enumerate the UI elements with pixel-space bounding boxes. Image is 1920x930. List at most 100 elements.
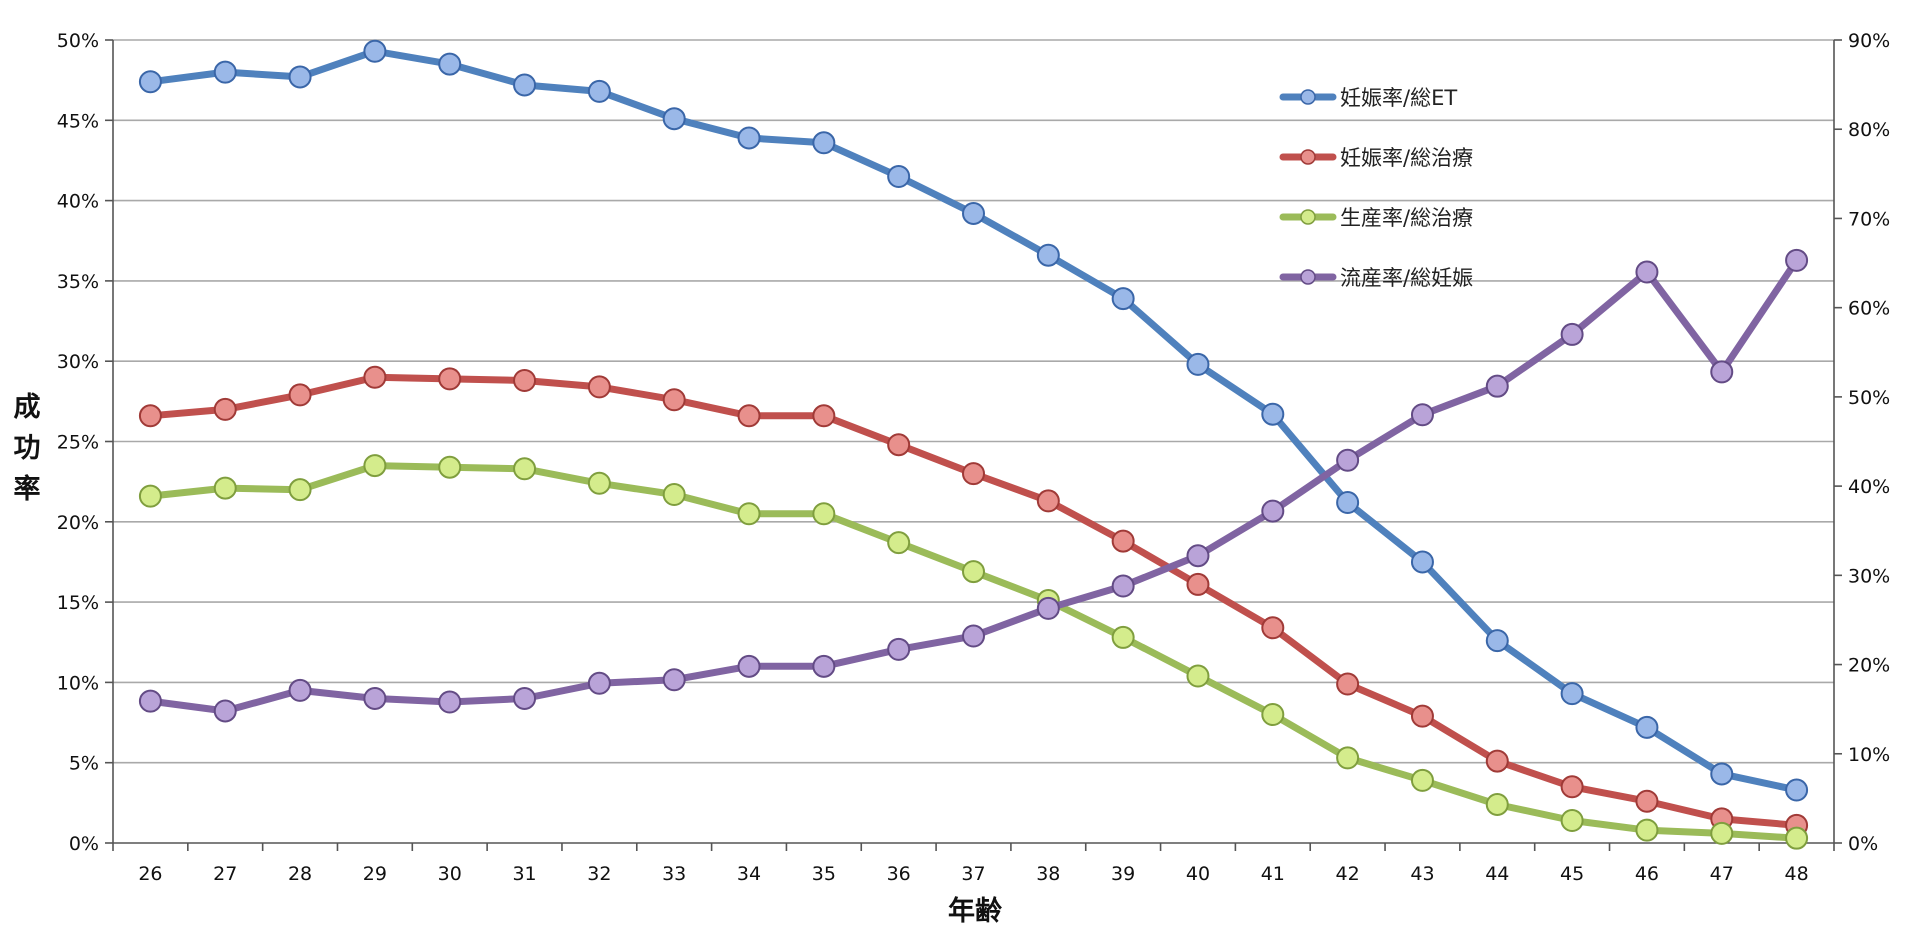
data-point (138, 689, 162, 713)
data-point (1186, 572, 1210, 596)
legend-swatch-marker (1300, 209, 1316, 225)
data-point (662, 668, 686, 692)
data-point (1485, 629, 1509, 653)
data-point (363, 454, 387, 478)
data-point (962, 462, 985, 486)
x-tick-label: 34 (737, 863, 761, 885)
legend-label: 妊娠率/総治療 (1340, 146, 1473, 170)
data-point (1485, 749, 1509, 773)
data-point (1036, 596, 1060, 620)
data-point (1036, 243, 1060, 267)
y-left-tick-label: 5% (69, 753, 99, 775)
data-point (1261, 703, 1285, 727)
y-left-tick-label: 50% (57, 30, 99, 52)
data-point (1635, 818, 1659, 842)
x-tick-label: 47 (1710, 863, 1734, 885)
data-point (812, 404, 836, 428)
data-point (812, 502, 836, 526)
y-left-tick-label: 30% (57, 351, 99, 373)
data-point (213, 699, 237, 723)
data-point (1036, 489, 1060, 513)
data-point (662, 482, 686, 506)
data-point (138, 484, 162, 508)
data-point (1261, 499, 1285, 523)
x-tick-label: 46 (1635, 863, 1659, 885)
x-tick-label: 36 (887, 863, 911, 885)
data-point (962, 201, 985, 225)
series-1 (138, 39, 1809, 802)
y-right-tick-label: 70% (1848, 208, 1890, 230)
series-group (138, 39, 1809, 850)
y-left-tick-label: 15% (57, 592, 99, 614)
data-point (737, 404, 761, 428)
data-point (288, 478, 312, 502)
legend-item: 妊娠率/総ET (1279, 86, 1457, 110)
series-line (146, 47, 1801, 794)
y-left-tick-label: 35% (57, 271, 99, 293)
axes (105, 39, 1842, 851)
legend-label: 妊娠率/総ET (1340, 86, 1457, 110)
y-left-tick-label: 45% (57, 110, 99, 132)
data-point (438, 52, 462, 76)
data-point (887, 433, 911, 457)
x-tick-label: 38 (1036, 863, 1060, 885)
data-point (1485, 374, 1509, 398)
x-tick-label: 43 (1410, 863, 1434, 885)
data-point (1635, 260, 1659, 284)
x-tick-label: 32 (587, 863, 611, 885)
x-tick-label: 27 (213, 863, 237, 885)
data-point (513, 368, 537, 392)
data-point (138, 404, 162, 428)
data-point (1785, 826, 1809, 850)
y-left-tick-label: 20% (57, 512, 99, 534)
y-right-tick-label: 90% (1848, 30, 1890, 52)
legend-item: 生産率/総治療 (1279, 206, 1473, 230)
data-point (1111, 574, 1135, 598)
series-2 (138, 365, 1809, 837)
data-point (1186, 664, 1210, 688)
y-right-tick-label: 50% (1848, 387, 1890, 409)
legend-swatch-marker (1300, 149, 1316, 165)
x-tick-label: 41 (1261, 863, 1285, 885)
y-right-tick-label: 80% (1848, 119, 1890, 141)
y-left-tick-label: 10% (57, 672, 99, 694)
x-tick-label: 42 (1336, 863, 1360, 885)
data-point (1560, 322, 1584, 346)
x-tick-label: 45 (1560, 863, 1584, 885)
legend-item: 妊娠率/総治療 (1279, 146, 1473, 170)
legend-label: 生産率/総治療 (1340, 206, 1473, 230)
data-point (1186, 544, 1210, 568)
data-point (1111, 625, 1135, 649)
data-point (587, 471, 611, 495)
y-right-tick-label: 0% (1848, 833, 1878, 855)
legend-label: 流産率/総妊娠 (1340, 266, 1473, 290)
series-3 (138, 454, 1809, 850)
x-tick-label: 39 (1111, 863, 1135, 885)
data-point (1261, 402, 1285, 426)
x-tick-label: 33 (662, 863, 686, 885)
y-left-tick-label: 25% (57, 432, 99, 454)
data-point (962, 560, 985, 584)
data-point (513, 457, 537, 481)
data-point (1635, 715, 1659, 739)
data-point (662, 107, 686, 131)
data-point (737, 502, 761, 526)
x-tick-label: 35 (812, 863, 836, 885)
data-point (1710, 360, 1734, 384)
data-point (887, 531, 911, 555)
data-point (737, 126, 761, 150)
data-point (1485, 792, 1509, 816)
grid-lines (113, 39, 1834, 764)
data-point (1261, 616, 1285, 640)
x-tick-label: 29 (363, 863, 387, 885)
data-point (438, 690, 462, 714)
data-point (288, 65, 312, 89)
series-4 (138, 248, 1809, 723)
y-axis-right-ticks: 0% 10% 20% 30% 40% 50% 60% 70% 80% 90% (1848, 30, 1890, 855)
data-point (962, 624, 985, 648)
y-axis-left-ticks: 0% 5% 10% 15% 20% 25% 30% 35% 40% 45% 50% (57, 30, 99, 855)
data-point (288, 383, 312, 407)
legend-swatch-marker (1300, 269, 1316, 285)
